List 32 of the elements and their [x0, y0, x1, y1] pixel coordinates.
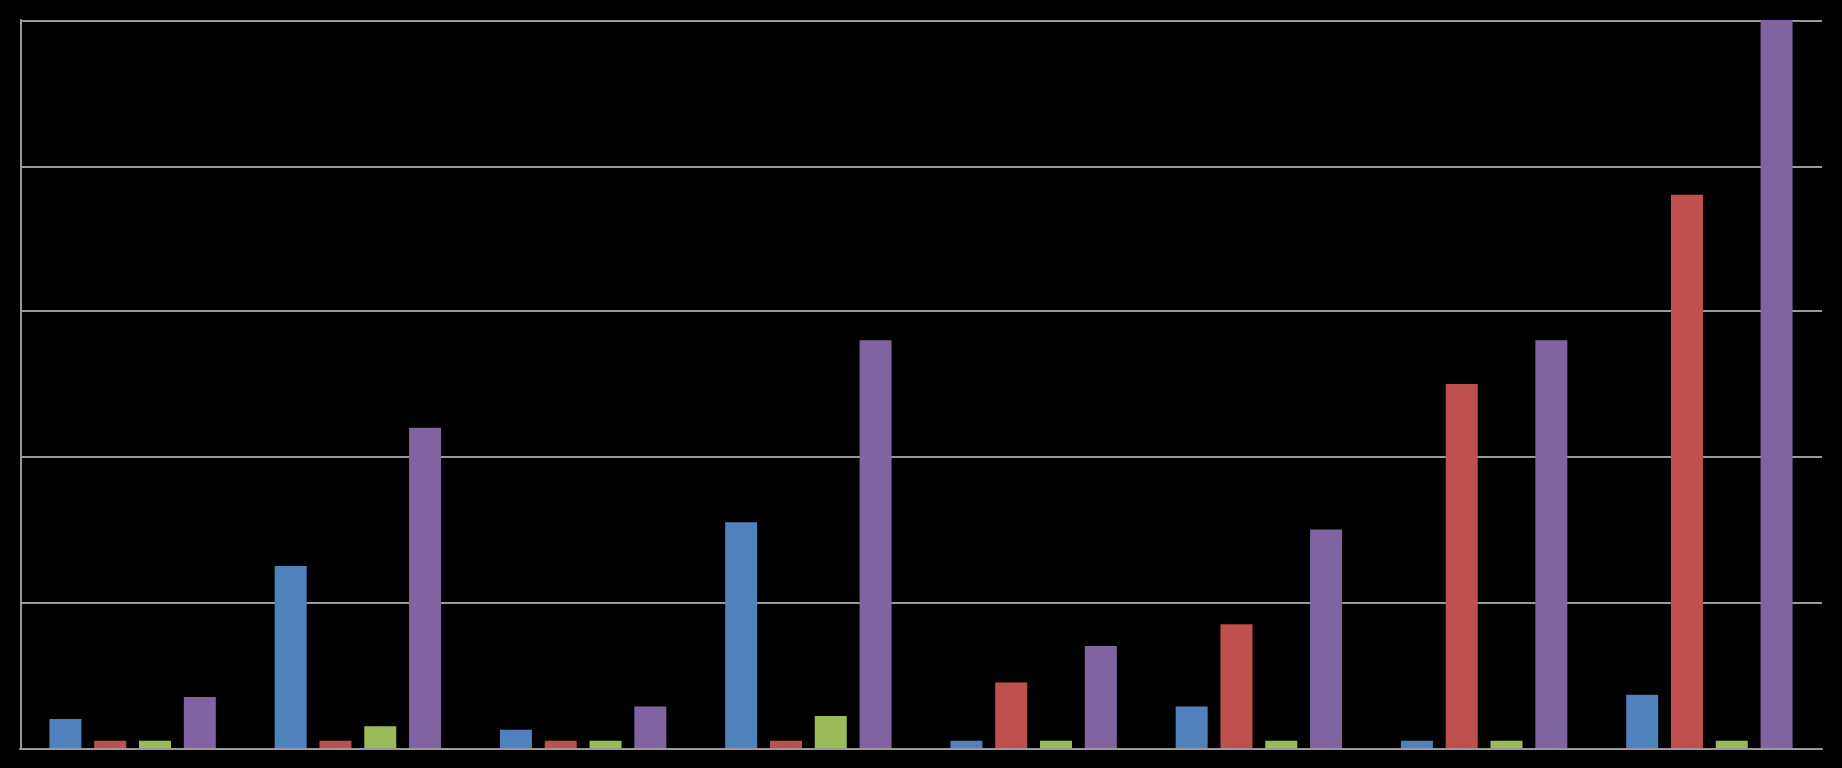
- bar: [319, 740, 352, 748]
- bar: [725, 522, 758, 748]
- bar: [274, 566, 307, 748]
- bar: [1490, 740, 1523, 748]
- bar: [139, 740, 172, 748]
- bar: [1084, 646, 1117, 748]
- bar: [1310, 529, 1343, 748]
- bar: [1760, 20, 1793, 748]
- bar: [1265, 740, 1298, 748]
- bar: [544, 740, 577, 748]
- bar: [1400, 740, 1433, 748]
- bar: [49, 718, 82, 748]
- bar: [183, 697, 216, 748]
- bar: [364, 726, 397, 748]
- bar: [1040, 740, 1073, 748]
- bar: [1175, 706, 1208, 748]
- bar: [950, 740, 983, 748]
- bar: [1715, 740, 1748, 748]
- bar: [1670, 194, 1703, 748]
- bar: [409, 427, 442, 748]
- bar: [1445, 384, 1478, 748]
- bar: [1626, 694, 1659, 748]
- bar: [634, 706, 667, 748]
- bar: [499, 729, 532, 748]
- bar: [769, 740, 802, 748]
- bar: [859, 340, 892, 748]
- bar: [995, 682, 1028, 748]
- bar: [1220, 624, 1253, 748]
- bar: [94, 740, 127, 748]
- bar: [1535, 340, 1568, 748]
- bar: [814, 715, 847, 748]
- bar: [589, 740, 622, 748]
